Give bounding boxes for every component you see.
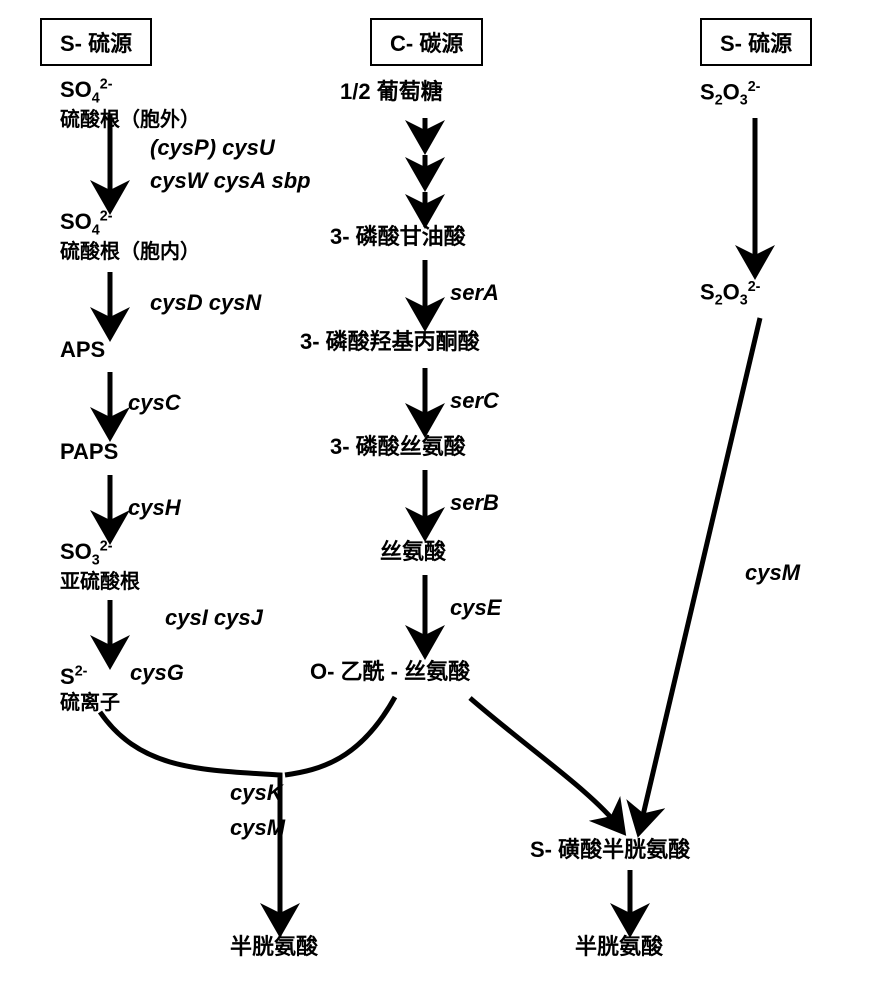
label-so4-int: 硫酸根（胞内）: [60, 241, 200, 263]
gene-serC: serC: [450, 388, 499, 414]
node-s2: S2- 硫离子: [60, 665, 120, 714]
node-so4-int: SO42- 硫酸根（胞内）: [60, 210, 200, 264]
gene-cysM-l: cysM: [230, 815, 285, 841]
gene-cysIJ: cysI cysJ: [165, 605, 263, 631]
formula-s2: S2-: [60, 664, 87, 689]
label-so3: 亚硫酸根: [60, 571, 140, 593]
node-ser: 丝氨酸: [380, 540, 446, 564]
formula-so3: SO32-: [60, 539, 112, 564]
node-cys-right: 半胱氨酸: [575, 935, 663, 959]
node-hpyr: 3- 磷酸羟基丙酮酸: [300, 330, 480, 354]
gene-cysM-r: cysM: [745, 560, 800, 586]
gene-serA: serA: [450, 280, 499, 306]
node-s2o3-bot: S2O32-: [700, 280, 760, 309]
source-box-s-left: S- 硫源: [40, 18, 152, 66]
node-oas: O- 乙酰 - 丝氨酸: [310, 660, 470, 684]
label-s2: 硫离子: [60, 692, 120, 714]
gene-cysDN: cysD cysN: [150, 290, 261, 316]
gene-cysK: cysK: [230, 780, 283, 806]
node-so3: SO32- 亚硫酸根: [60, 540, 140, 594]
source-box-c: C- 碳源: [370, 18, 483, 66]
formula-so4-int: SO42-: [60, 209, 112, 234]
gene-cysH: cysH: [128, 495, 181, 521]
node-3pg: 3- 磷酸甘油酸: [330, 225, 466, 249]
node-paps: PAPS: [60, 440, 118, 464]
node-pser: 3- 磷酸丝氨酸: [330, 435, 466, 459]
gene-cysC: cysC: [128, 390, 181, 416]
node-cys-left: 半胱氨酸: [230, 935, 318, 959]
node-sulfocys: S- 磺酸半胱氨酸: [530, 838, 690, 862]
gene-cysG: cysG: [130, 660, 184, 686]
node-so4-ext: SO42- 硫酸根（胞外）: [60, 78, 200, 132]
gene-cysPU: (cysP) cysU: [150, 135, 275, 161]
formula-so4-ext: SO42-: [60, 77, 112, 102]
gene-cysWA: cysW cysA sbp: [150, 168, 311, 194]
gene-serB: serB: [450, 490, 499, 516]
gene-cysE: cysE: [450, 595, 501, 621]
node-s2o3-top: S2O32-: [700, 80, 760, 109]
node-aps: APS: [60, 338, 105, 362]
label-so4-ext: 硫酸根（胞外）: [60, 109, 200, 131]
source-box-s-right: S- 硫源: [700, 18, 812, 66]
node-glucose: 1/2 葡萄糖: [340, 80, 443, 104]
